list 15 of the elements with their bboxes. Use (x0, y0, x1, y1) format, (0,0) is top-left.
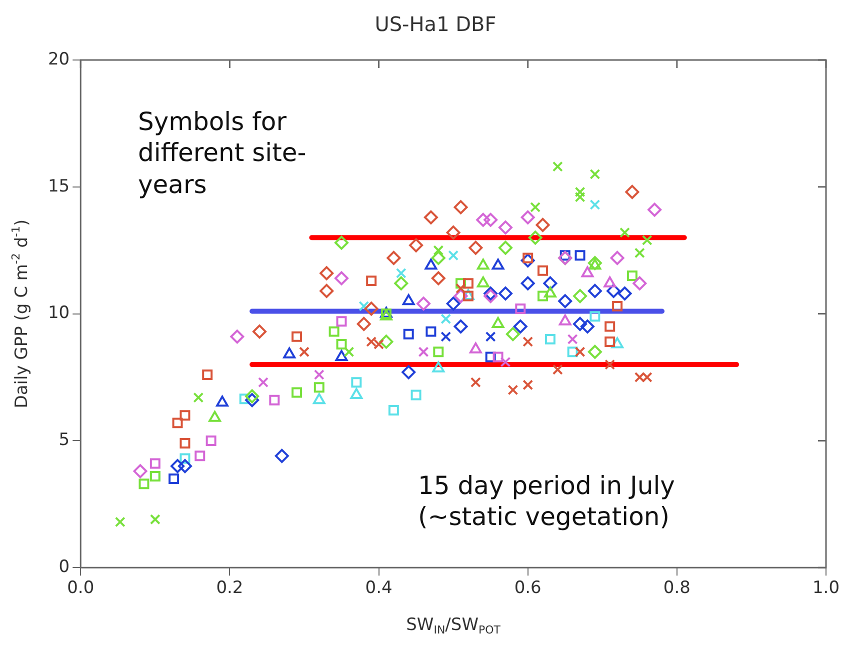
annotation: 15 day period in July (~static vegetation) (418, 470, 676, 532)
y-tick-label: 5 (58, 430, 70, 450)
annotation: Symbols for different site-years (138, 106, 308, 200)
x-tick-label: 0.8 (663, 578, 690, 598)
y-tick-label: 15 (48, 176, 70, 196)
chart-title: US-Ha1 DBF (374, 12, 496, 36)
y-axis-title: Daily GPP (g C m-2 d-1) (10, 219, 32, 408)
x-tick-label: 0.6 (514, 578, 542, 598)
x-tick-label: 0.4 (365, 578, 392, 598)
x-tick-label: 1.0 (812, 578, 840, 598)
y-tick-label: 20 (48, 49, 70, 70)
y-tick-label: 0 (58, 557, 70, 578)
y-tick-label: 10 (48, 303, 70, 324)
x-tick-label: 0.0 (67, 578, 94, 598)
x-tick-label: 0.2 (216, 578, 244, 598)
